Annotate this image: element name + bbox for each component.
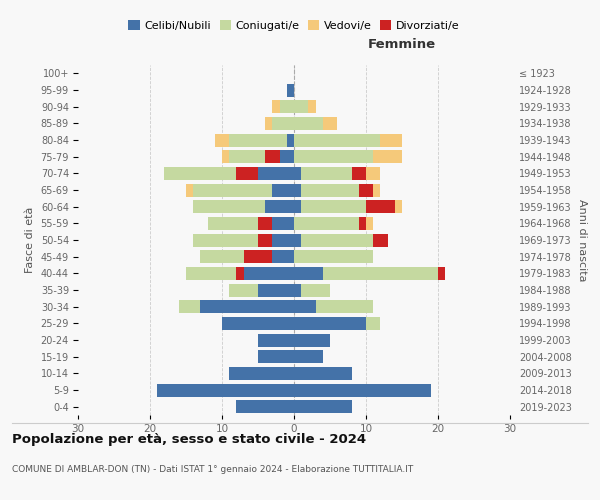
Bar xyxy=(359,217,366,230)
Bar xyxy=(366,167,380,180)
Bar xyxy=(229,134,287,146)
Bar xyxy=(272,117,294,130)
Bar xyxy=(272,100,280,113)
Bar xyxy=(294,100,308,113)
Bar xyxy=(236,167,258,180)
Bar xyxy=(200,250,272,263)
Bar xyxy=(308,100,316,113)
Bar xyxy=(294,384,431,396)
Bar xyxy=(258,284,294,296)
Bar xyxy=(229,284,258,296)
Bar xyxy=(272,184,294,196)
Bar xyxy=(301,234,388,246)
Bar xyxy=(359,184,373,196)
Bar xyxy=(294,217,366,230)
Bar xyxy=(294,234,301,246)
Bar xyxy=(301,184,373,196)
Bar xyxy=(301,167,366,180)
Bar xyxy=(294,250,373,263)
Bar xyxy=(236,267,244,280)
Bar xyxy=(294,317,366,330)
Bar xyxy=(373,234,388,246)
Bar xyxy=(258,350,294,363)
Bar xyxy=(294,167,301,180)
Bar xyxy=(373,184,380,196)
Bar xyxy=(287,134,294,146)
Bar xyxy=(294,350,323,363)
Bar xyxy=(294,200,301,213)
Bar xyxy=(323,267,445,280)
Bar xyxy=(373,150,402,163)
Bar xyxy=(294,367,352,380)
Bar xyxy=(236,400,294,413)
Bar xyxy=(258,167,294,180)
Bar xyxy=(244,267,294,280)
Bar xyxy=(316,300,373,313)
Bar xyxy=(280,150,294,163)
Bar xyxy=(258,334,294,346)
Bar xyxy=(215,134,229,146)
Bar xyxy=(179,300,200,313)
Bar xyxy=(438,267,445,280)
Bar xyxy=(222,150,229,163)
Bar xyxy=(294,334,330,346)
Bar xyxy=(193,184,272,196)
Bar xyxy=(352,167,366,180)
Bar xyxy=(380,134,402,146)
Bar xyxy=(157,384,294,396)
Bar xyxy=(244,250,272,263)
Bar xyxy=(265,200,294,213)
Bar xyxy=(301,200,395,213)
Bar xyxy=(186,267,244,280)
Bar xyxy=(294,284,301,296)
Bar xyxy=(294,184,301,196)
Bar xyxy=(193,200,265,213)
Bar xyxy=(294,300,316,313)
Bar xyxy=(164,167,258,180)
Bar xyxy=(222,317,294,330)
Bar xyxy=(395,200,402,213)
Bar xyxy=(301,284,330,296)
Bar xyxy=(208,217,272,230)
Bar xyxy=(200,300,294,313)
Bar xyxy=(272,250,294,263)
Text: COMUNE DI AMBLAR-DON (TN) - Dati ISTAT 1° gennaio 2024 - Elaborazione TUTTITALIA: COMUNE DI AMBLAR-DON (TN) - Dati ISTAT 1… xyxy=(12,466,413,474)
Legend: Celibi/Nubili, Coniugati/e, Vedovi/e, Divorziati/e: Celibi/Nubili, Coniugati/e, Vedovi/e, Di… xyxy=(124,16,464,36)
Bar xyxy=(272,234,294,246)
Bar xyxy=(186,184,193,196)
Bar xyxy=(193,234,272,246)
Bar xyxy=(323,117,337,130)
Bar xyxy=(366,200,395,213)
Y-axis label: Fasce di età: Fasce di età xyxy=(25,207,35,273)
Bar xyxy=(366,317,380,330)
Bar xyxy=(258,217,272,230)
Bar xyxy=(229,367,294,380)
Bar xyxy=(294,134,380,146)
Y-axis label: Anni di nascita: Anni di nascita xyxy=(577,198,587,281)
Text: Femmine: Femmine xyxy=(368,38,436,51)
Text: Popolazione per età, sesso e stato civile - 2024: Popolazione per età, sesso e stato civil… xyxy=(12,432,366,446)
Bar xyxy=(265,117,272,130)
Bar xyxy=(272,217,294,230)
Bar xyxy=(265,150,280,163)
Bar xyxy=(294,117,323,130)
Bar xyxy=(294,400,352,413)
Bar xyxy=(294,150,373,163)
Bar xyxy=(258,234,272,246)
Bar xyxy=(294,267,323,280)
Bar xyxy=(280,100,294,113)
Bar xyxy=(366,217,373,230)
Bar xyxy=(229,150,280,163)
Bar xyxy=(287,84,294,96)
